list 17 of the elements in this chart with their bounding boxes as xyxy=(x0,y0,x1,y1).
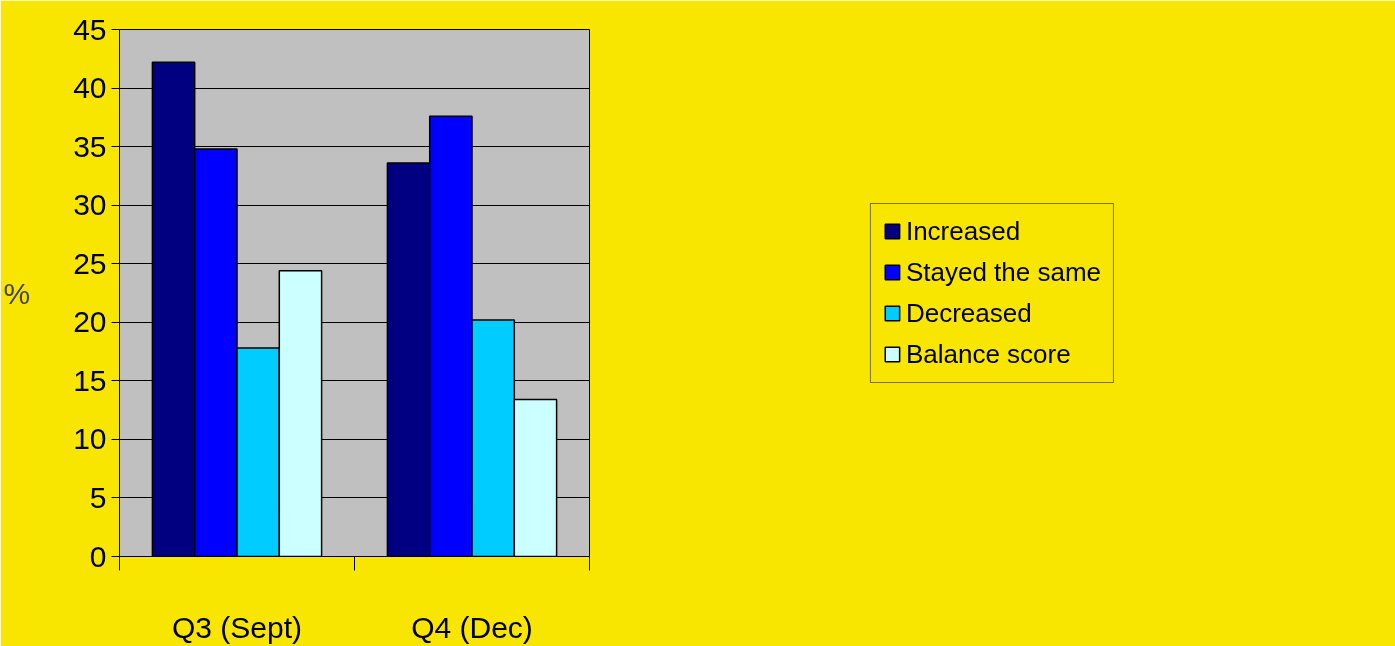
legend-label: Decreased xyxy=(905,297,1032,329)
y-axis-title: % xyxy=(3,276,31,310)
y-tick-label: 20 xyxy=(73,305,107,339)
legend-label: Increased xyxy=(905,215,1021,247)
y-tick-label: 5 xyxy=(89,480,107,514)
y-tick-label: 10 xyxy=(73,422,107,456)
y-tick-label: 30 xyxy=(73,188,107,222)
y-tick-label: 35 xyxy=(73,129,107,163)
legend-label: Stayed the same xyxy=(905,256,1102,288)
x-tick-label: Q4 (Dec) xyxy=(411,610,533,644)
x-tick-label: Q3 (Sept) xyxy=(171,610,303,644)
y-tick-label: 15 xyxy=(73,363,107,397)
legend-label: Balance score xyxy=(905,338,1071,370)
y-tick-label: 45 xyxy=(73,12,107,46)
y-tick-label: 25 xyxy=(73,246,107,280)
y-tick-label: 40 xyxy=(73,71,107,105)
y-tick-label: 0 xyxy=(89,539,107,573)
